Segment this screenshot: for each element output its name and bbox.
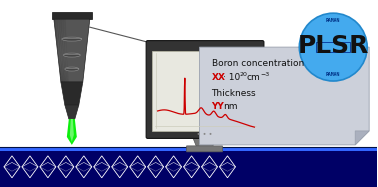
Text: XX: XX <box>212 73 226 82</box>
Text: nm: nm <box>223 102 238 111</box>
Circle shape <box>209 133 212 135</box>
FancyBboxPatch shape <box>187 146 223 152</box>
Ellipse shape <box>65 67 79 71</box>
Polygon shape <box>192 137 217 147</box>
Polygon shape <box>54 19 90 82</box>
Polygon shape <box>65 105 79 119</box>
Polygon shape <box>70 119 74 142</box>
Ellipse shape <box>64 53 80 57</box>
Text: Thickness: Thickness <box>212 88 256 97</box>
Circle shape <box>203 133 206 135</box>
Polygon shape <box>67 119 77 145</box>
Circle shape <box>299 13 367 81</box>
Text: cm: cm <box>246 73 260 82</box>
Polygon shape <box>54 19 62 82</box>
Polygon shape <box>64 19 69 82</box>
Polygon shape <box>0 149 377 187</box>
Text: RAMAN: RAMAN <box>326 72 341 76</box>
Text: Boron concentration: Boron concentration <box>212 59 304 68</box>
Polygon shape <box>62 19 68 82</box>
FancyBboxPatch shape <box>146 41 264 138</box>
FancyBboxPatch shape <box>152 51 259 131</box>
Polygon shape <box>0 147 377 151</box>
Polygon shape <box>56 19 64 82</box>
Polygon shape <box>52 12 92 19</box>
Text: RAMAN: RAMAN <box>326 18 341 23</box>
Text: YY: YY <box>212 102 224 111</box>
Polygon shape <box>60 19 66 82</box>
Polygon shape <box>58 19 65 82</box>
Text: · 10: · 10 <box>223 73 241 82</box>
Polygon shape <box>200 47 369 145</box>
Polygon shape <box>355 131 369 145</box>
Circle shape <box>198 133 200 135</box>
Polygon shape <box>61 82 83 105</box>
Text: −3: −3 <box>260 72 270 76</box>
Ellipse shape <box>62 37 82 41</box>
Text: 20: 20 <box>239 72 247 76</box>
Text: PLSR: PLSR <box>297 34 369 58</box>
